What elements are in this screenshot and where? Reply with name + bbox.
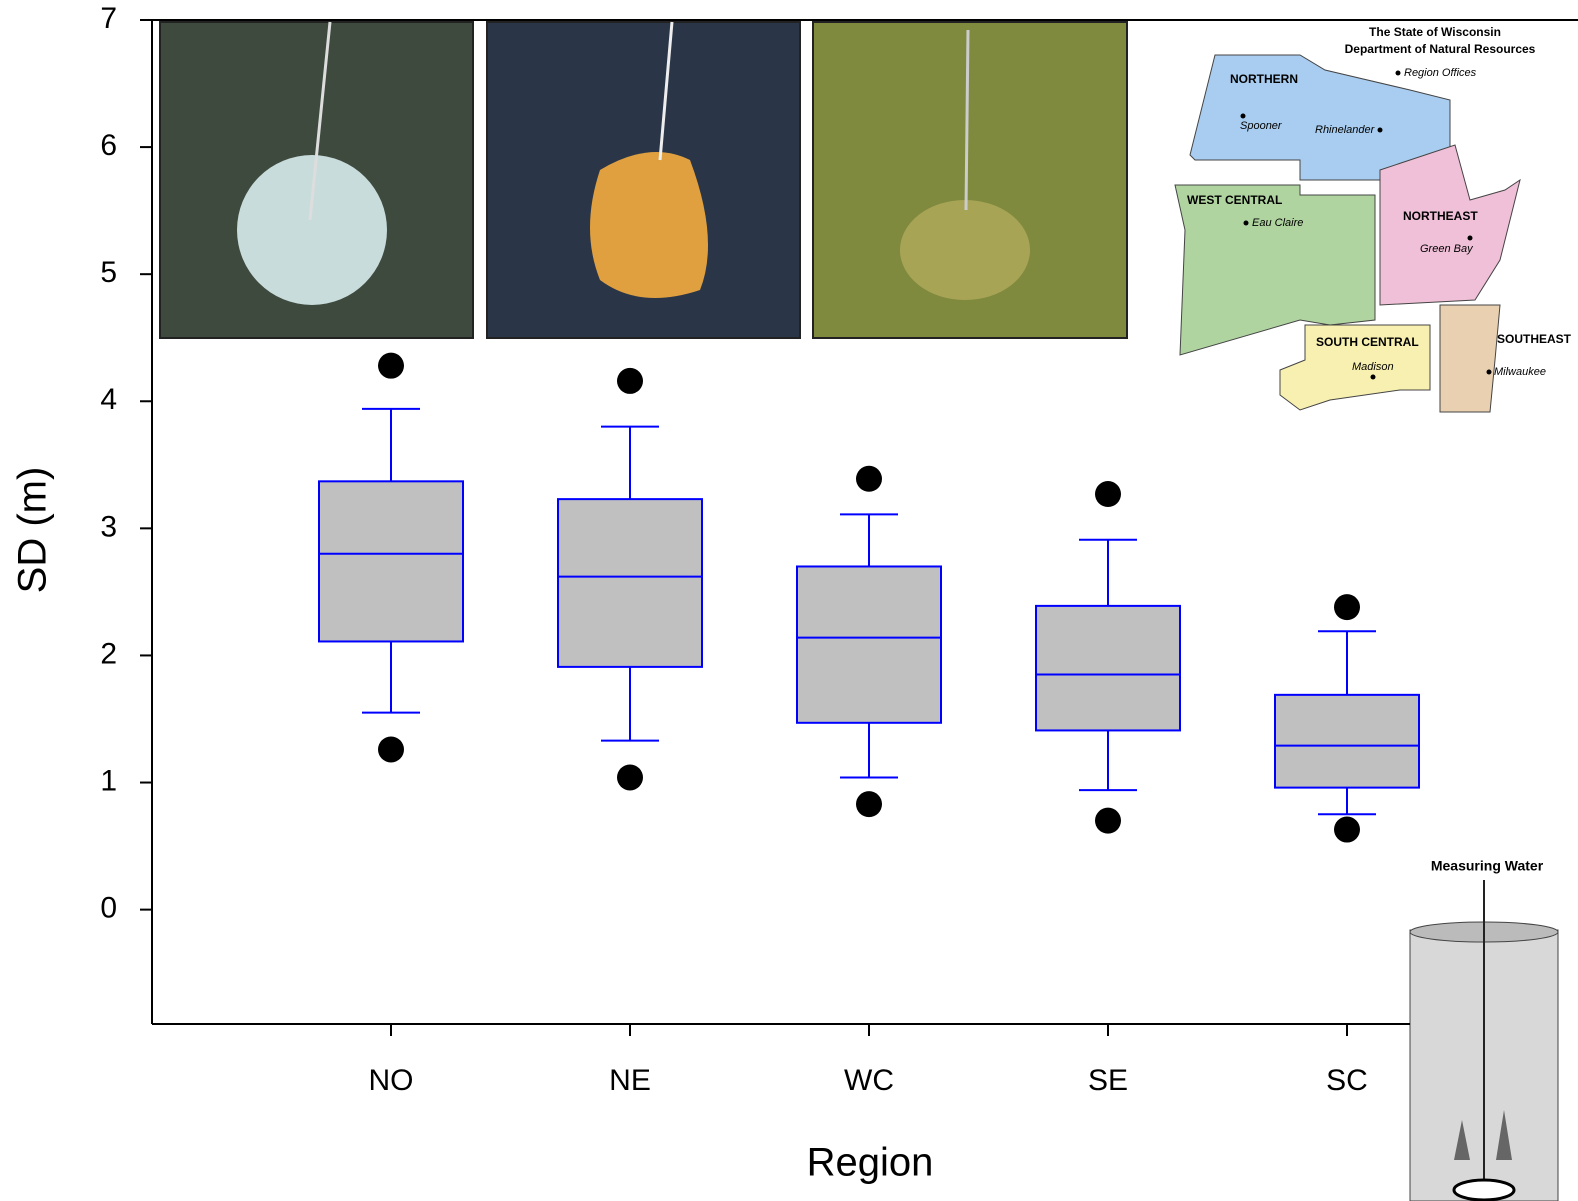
map-city: Rhinelander bbox=[1315, 124, 1376, 136]
map-region: SOUTH CENTRAL bbox=[1316, 335, 1419, 349]
y-tick-label: 0 bbox=[100, 892, 117, 925]
map-city: Milwaukee bbox=[1494, 366, 1546, 378]
map-legend: Region Offices bbox=[1404, 67, 1477, 79]
box bbox=[797, 566, 941, 722]
x-tick-label: SE bbox=[1088, 1064, 1128, 1097]
chart: The State of Wisconsin Department of Nat… bbox=[0, 0, 1578, 1201]
box bbox=[558, 499, 702, 667]
illustration-title: Measuring Water bbox=[1431, 858, 1544, 874]
y-axis-label: SD (m) bbox=[11, 467, 55, 594]
map-region: WEST CENTRAL bbox=[1187, 193, 1282, 207]
map-region: NORTHERN bbox=[1230, 72, 1298, 86]
y-tick-label: 6 bbox=[100, 129, 117, 162]
outlier bbox=[856, 466, 882, 492]
map-city: Eau Claire bbox=[1252, 217, 1303, 229]
x-tick-label: NO bbox=[369, 1064, 414, 1097]
outlier bbox=[1095, 808, 1121, 834]
outlier bbox=[1334, 594, 1360, 620]
x-tick-label: NE bbox=[609, 1064, 651, 1097]
x-tick-label: SC bbox=[1326, 1064, 1368, 1097]
y-tick-label: 2 bbox=[100, 637, 117, 670]
y-tick-label: 7 bbox=[100, 2, 117, 35]
y-tick-label: 1 bbox=[100, 764, 117, 797]
outlier bbox=[1095, 481, 1121, 507]
map-title: The State of Wisconsin bbox=[1369, 25, 1501, 39]
x-axis-label: Region bbox=[807, 1141, 934, 1185]
photos bbox=[160, 22, 1127, 338]
outlier bbox=[617, 368, 643, 394]
map-city: Green Bay bbox=[1420, 243, 1474, 255]
y-tick-label: 5 bbox=[100, 256, 117, 289]
outlier bbox=[617, 764, 643, 790]
y-tick-label: 4 bbox=[100, 383, 117, 416]
y-tick-label: 3 bbox=[100, 510, 117, 543]
illustration: Measuring Water bbox=[1410, 858, 1558, 1201]
map-region: NORTHEAST bbox=[1403, 209, 1478, 223]
outlier bbox=[856, 791, 882, 817]
box bbox=[1036, 606, 1180, 731]
map-city: Madison bbox=[1352, 361, 1394, 373]
outlier bbox=[378, 353, 404, 379]
map-region: SOUTHEAST bbox=[1497, 332, 1572, 346]
box bbox=[1275, 695, 1419, 788]
outlier bbox=[378, 736, 404, 762]
map: The State of Wisconsin Department of Nat… bbox=[1175, 25, 1572, 412]
box bbox=[319, 481, 463, 641]
map-city: Spooner bbox=[1240, 120, 1283, 132]
x-tick-label: WC bbox=[844, 1064, 894, 1097]
map-subtitle: Department of Natural Resources bbox=[1345, 42, 1536, 56]
outlier bbox=[1334, 817, 1360, 843]
